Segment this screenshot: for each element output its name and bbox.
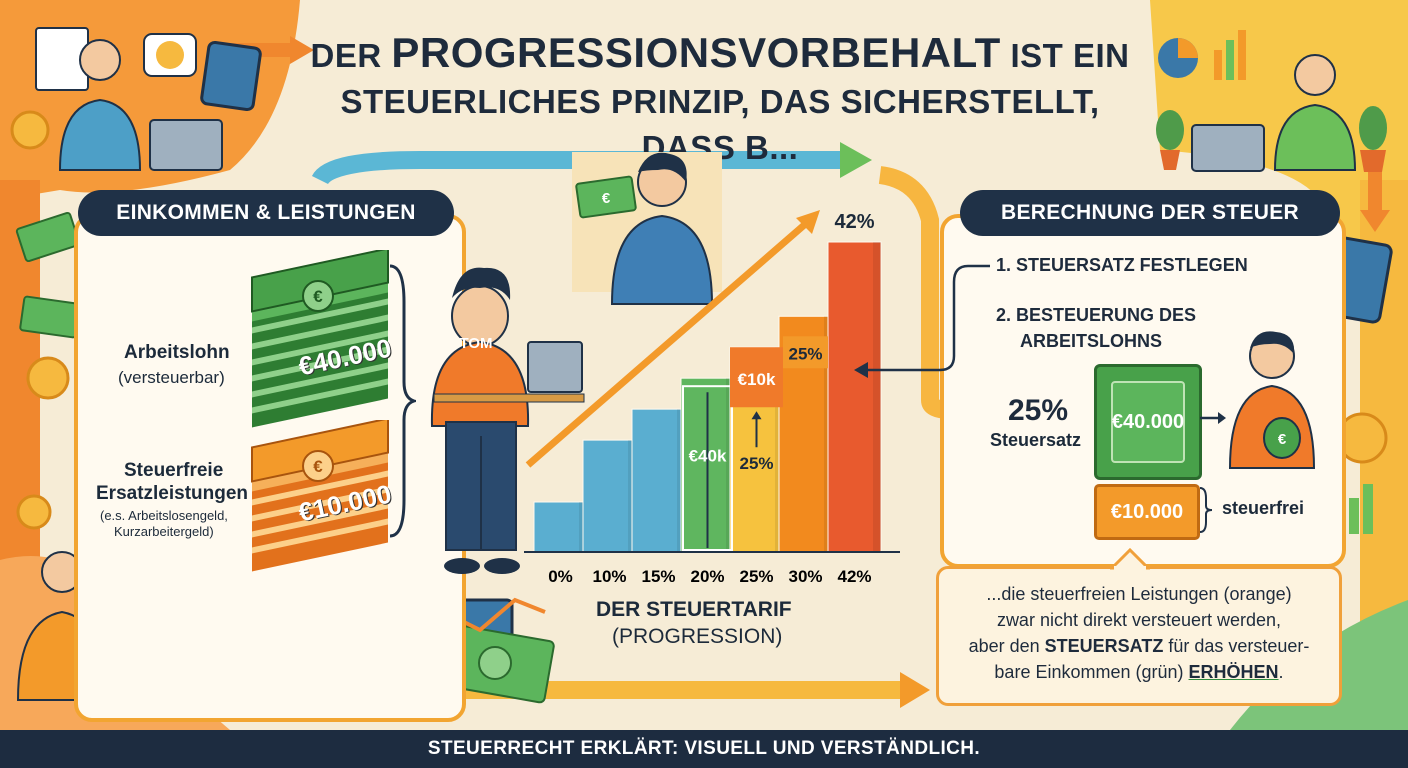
- callout-line-4-bold: ERHÖHEN: [1188, 662, 1279, 682]
- chart-tick-label-1: 10%: [592, 567, 626, 586]
- callout-line-1: ...die steuerfreien Leistungen (orange): [986, 584, 1292, 604]
- steuerfreie-example-1: (e.s. Arbeitslosengeld,: [100, 508, 228, 523]
- callout-line-4-pre: bare Einkommen (grün): [994, 662, 1184, 682]
- arbeitslohn-sub: (versteuerbar): [118, 368, 225, 387]
- title-highlight: PROGRESSIONSVORBEHALT: [391, 29, 1001, 76]
- cash-holder-figure: €: [572, 152, 722, 305]
- steuerfreie-label-2: Ersatzleistungen: [96, 483, 249, 504]
- chart-annotation-orange: €10k: [738, 370, 776, 389]
- chart-tick-label-2: 15%: [641, 567, 675, 586]
- orange-segment: [730, 347, 783, 408]
- chart-bar-2: [631, 408, 686, 553]
- steuerfreie-example-2: Kurzarbeitergeld): [114, 524, 214, 539]
- callout-line-3-bold: STEUERSATZ: [1044, 636, 1164, 656]
- chart-tick-label-4: 25%: [739, 567, 773, 586]
- step-2-line-1: 2. BESTEUERUNG DES: [996, 305, 1197, 325]
- callout-line-3-pre: aber den: [968, 636, 1040, 656]
- taxpayer-figure: €: [1228, 331, 1316, 469]
- title-prefix: DER: [310, 37, 382, 74]
- tom-shirt-label: TOM: [459, 335, 492, 352]
- chart-annotation-green: €40k: [689, 447, 727, 466]
- tax-progression-chart: 0% 10% 15% 20% 25% 30% 42% 42% €40k €10k 25% 25%: [524, 210, 900, 586]
- callout-line-2: zwar nicht direkt versteuert werden,: [996, 610, 1282, 630]
- step-1: 1. STEUERSATZ FESTLEGEN: [996, 255, 1248, 275]
- steuerfrei-label: steuerfrei: [1222, 498, 1305, 518]
- chart-bar-0: [533, 501, 588, 553]
- green-bill-value: €40.000: [1111, 381, 1185, 463]
- rate-label: Steuersatz: [990, 430, 1082, 450]
- title-mid: IST EIN: [1010, 37, 1130, 74]
- trend-arrow-line: [525, 217, 813, 468]
- step-2-line-2: ARBEITSLOHNS: [1020, 331, 1163, 351]
- chart-annotation-rate-high: 25%: [788, 344, 822, 363]
- footer-banner: STEUERRECHT ERKLÄRT: VISUELL UND VERSTÄN…: [0, 730, 1408, 768]
- chart-tick-label-3: 20%: [690, 567, 724, 586]
- chart-annotation-rate-low: 25%: [739, 454, 773, 473]
- green-bill: €40.000: [1094, 364, 1202, 480]
- cash-euro-icon: €: [602, 190, 611, 207]
- callout-pointer-icon: [1110, 548, 1150, 570]
- chart-title-2: (PROGRESSION): [612, 625, 783, 648]
- green-stack-euro-icon: €: [313, 287, 323, 306]
- money-bag-euro-icon: €: [1278, 431, 1287, 448]
- step-1-arrow-icon: [854, 264, 990, 378]
- tom-figure: TOM: [430, 267, 585, 574]
- orange-money-stack: €: [251, 420, 389, 572]
- orange-stack-euro-icon: €: [313, 457, 323, 476]
- bill-arrow-icon: [1200, 412, 1226, 424]
- rate-value: 25%: [1008, 394, 1069, 427]
- trend-arrow-head-icon: [796, 210, 820, 234]
- green-money-stack: €: [251, 250, 389, 428]
- chart-tick-label-0: 0%: [548, 567, 573, 586]
- callout-line-3: aber den STEUERSATZ für das versteuer-: [939, 633, 1339, 659]
- income-header: EINKOMMEN & LEISTUNGEN: [78, 190, 454, 236]
- explanation-callout: ...die steuerfreien Leistungen (orange) …: [936, 566, 1342, 706]
- callout-line-4: bare Einkommen (grün) ERHÖHEN.: [939, 659, 1339, 685]
- rate-low-arrow-head-icon: [751, 411, 762, 420]
- chart-tick-label-6: 42%: [837, 567, 871, 586]
- left-brace-icon: [389, 264, 416, 538]
- calculation-header: BERECHNUNG DER STEUER: [960, 190, 1340, 236]
- chart-tick-labels: 0% 10% 15% 20% 25% 30% 42%: [548, 567, 871, 586]
- chart-bar-1: [582, 439, 637, 553]
- steuerfrei-brace-icon: [1199, 487, 1213, 533]
- chart-bar-6: [827, 241, 882, 553]
- chart-tick-label-5: 30%: [788, 567, 822, 586]
- orange-bill-value: €10.000: [1094, 484, 1200, 540]
- page-title: DER PROGRESSIONSVORBEHALT IST EIN STEUER…: [290, 29, 1150, 167]
- arbeitslohn-label: Arbeitslohn: [124, 342, 230, 363]
- chart-top-label: 42%: [834, 211, 874, 233]
- chart-title-1: DER STEUERTARIF: [596, 598, 792, 621]
- callout-line-3-post: für das versteuer-: [1168, 636, 1310, 656]
- rate-high-box: [783, 336, 828, 369]
- green-segment-outline: [682, 385, 733, 551]
- callout-line-4-post: .: [1278, 662, 1284, 682]
- chart-bar-shade-6: [873, 242, 881, 552]
- steuerfreie-label-1: Steuerfreie: [124, 460, 224, 481]
